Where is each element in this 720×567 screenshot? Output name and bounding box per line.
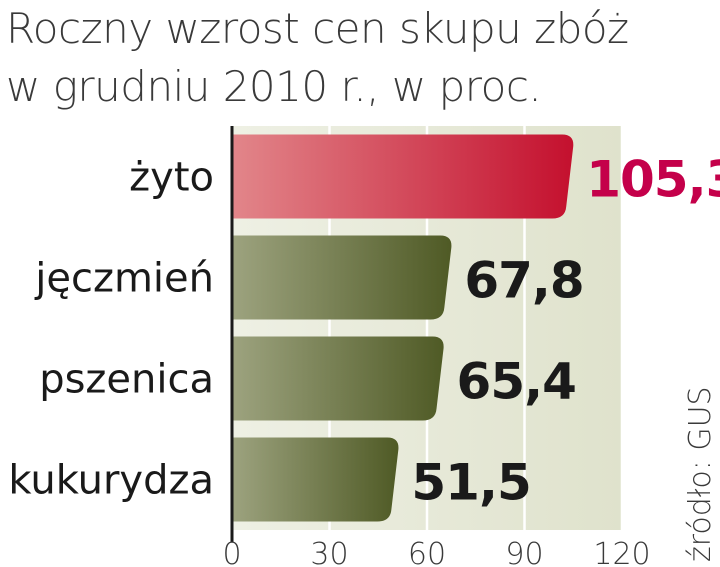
source-label: źródło: GUS: [683, 386, 718, 562]
category-label: pszenica: [39, 357, 214, 403]
bar-value-label: 105,3: [586, 151, 720, 209]
bar: [232, 336, 444, 421]
x-tick-label: 120: [593, 537, 650, 567]
chart-title-line-2: w grudniu 2010 r., w proc.: [6, 62, 542, 111]
category-label: żyto: [129, 155, 214, 201]
x-tick-label: 60: [408, 537, 446, 567]
bar: [232, 134, 574, 219]
category-label: jęczmień: [34, 256, 214, 302]
bar-value-label: 51,5: [411, 454, 530, 512]
bar: [232, 235, 452, 320]
x-tick-label: 30: [310, 537, 348, 567]
bar-value-label: 67,8: [464, 252, 583, 310]
x-tick-label: 90: [505, 537, 543, 567]
chart-title-line-1: Roczny wzrost cen skupu zbóż: [6, 4, 629, 53]
category-label: kukurydza: [8, 458, 214, 504]
bar-value-label: 65,4: [457, 353, 576, 411]
bar: [232, 437, 399, 522]
x-tick-label: 0: [222, 537, 241, 567]
